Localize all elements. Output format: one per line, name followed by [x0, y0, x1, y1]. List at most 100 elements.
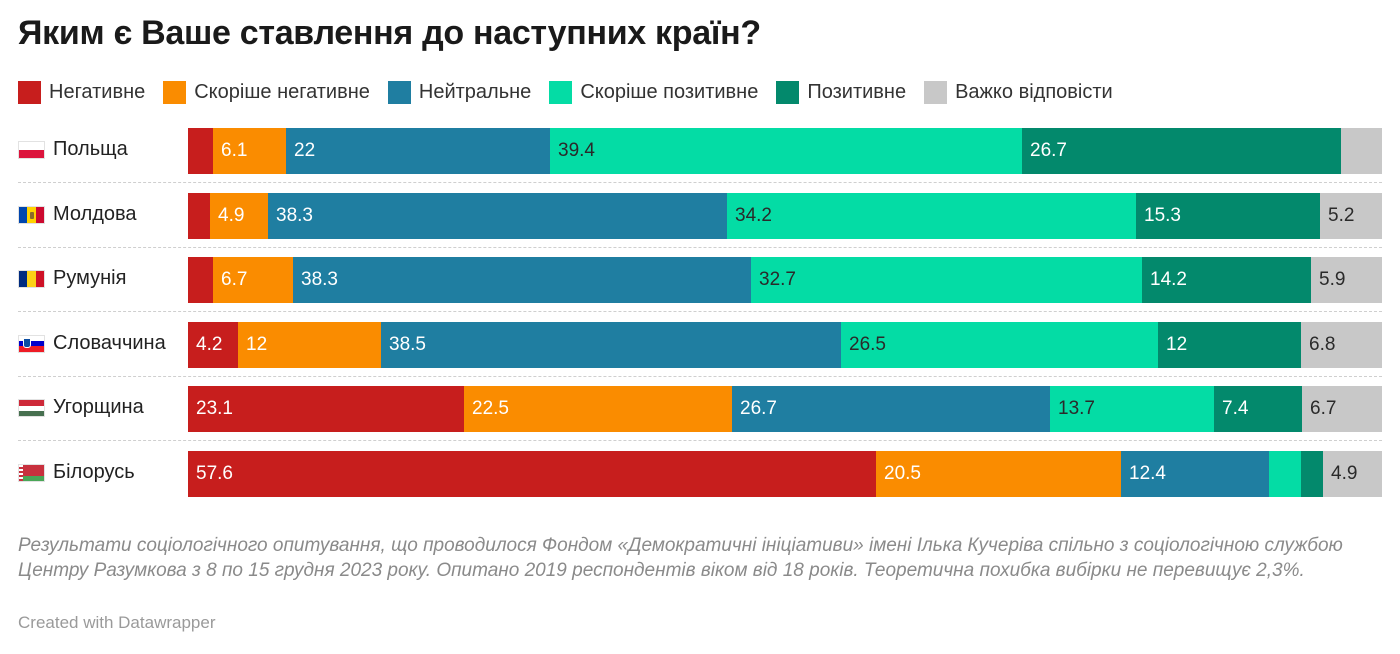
bar-segment[interactable]: 6.7 — [213, 257, 293, 304]
legend-item[interactable]: Скоріше негативне — [163, 80, 370, 104]
bar-row: Словаччина 4.2 12 38.5 26.5 12 6.8 — [18, 312, 1382, 377]
bar-segment[interactable]: 6.7 — [1302, 386, 1382, 433]
hungary-flag-icon — [18, 399, 45, 418]
bar-segment[interactable]: 14.2 — [1142, 257, 1311, 304]
country-label: Румунія — [53, 267, 127, 290]
data-label: 6.1 — [221, 140, 248, 161]
bar-segment[interactable]: 26.5 — [841, 321, 1158, 368]
legend-item[interactable]: Негативне — [18, 80, 146, 104]
bar-segment[interactable]: 7.4 — [1214, 386, 1302, 433]
chart-footnote: Результати соціологічного опитування, що… — [18, 535, 1343, 581]
data-label: 23.1 — [196, 398, 233, 420]
bar-segment[interactable]: 4.9 — [210, 192, 268, 239]
bar-segment[interactable]: 15.3 — [1136, 192, 1320, 239]
bar-segment[interactable]: 5.2 — [1320, 192, 1382, 239]
bar-segment[interactable] — [188, 128, 213, 174]
bar-segment[interactable]: 26.7 — [732, 386, 1050, 433]
row-divider — [18, 182, 1382, 183]
stacked-bar[interactable]: 57.6 20.5 12.4 4.9 — [188, 451, 1382, 497]
legend-label: Скоріше негативне — [194, 80, 370, 103]
data-label: 12 — [1166, 333, 1188, 355]
data-label: 7.4 — [1222, 398, 1249, 420]
legend-label: Негативне — [49, 80, 146, 103]
legend-label: Нейтральне — [418, 80, 532, 103]
legend-swatch — [776, 80, 800, 104]
legend-item[interactable]: Нейтральне — [387, 80, 532, 104]
poland-flag-icon — [18, 141, 45, 159]
stacked-bar[interactable]: 4.2 12 38.5 26.5 12 6.8 — [188, 321, 1382, 368]
bar-segment[interactable]: 57.6 — [188, 451, 876, 497]
bar-segment[interactable]: 26.7 — [1022, 128, 1341, 174]
bar-segment[interactable]: 34.2 — [727, 192, 1136, 239]
stacked-bar[interactable]: 6.1 22 39.4 26.7 — [188, 128, 1382, 174]
stacked-bar[interactable]: 6.7 38.3 32.7 14.2 5.9 — [188, 257, 1382, 304]
legend-label: Важко відповісти — [955, 80, 1113, 103]
bar-row: Румунія 6.7 38.3 32.7 14.2 5.9 — [18, 247, 1382, 313]
data-label: 26.7 — [1030, 140, 1067, 161]
legend-swatch — [924, 80, 948, 104]
bar-segment[interactable]: 38.5 — [381, 321, 841, 368]
bar-segment[interactable] — [188, 257, 213, 304]
data-label: 6.8 — [1309, 333, 1336, 355]
legend-label: Позитивне — [807, 80, 907, 103]
bar-segment[interactable] — [188, 192, 210, 239]
bar-segment[interactable] — [1269, 451, 1301, 497]
country-label: Білорусь — [53, 461, 135, 483]
bar-segment[interactable]: 12 — [1158, 321, 1301, 368]
data-label: 20.5 — [884, 463, 921, 484]
row-divider — [18, 440, 1382, 442]
row-divider — [18, 246, 1382, 248]
legend-item[interactable]: Позитивне — [776, 80, 907, 104]
legend: Негативне Скоріше негативне Нейтральне Скор… — [18, 79, 1131, 105]
bar-row: Угорщина 23.1 22.5 26.7 13.7 7.4 6.7 — [18, 376, 1382, 442]
stacked-bar[interactable]: 23.1 22.5 26.7 13.7 7.4 6.7 — [188, 386, 1382, 433]
data-label: 26.7 — [740, 398, 777, 420]
chart-title: Яким є Ваше ставлення до наступних країн… — [18, 14, 761, 52]
bar-segment[interactable]: 38.3 — [268, 192, 727, 239]
bar-segment[interactable]: 20.5 — [876, 451, 1121, 497]
country-label: Словаччина — [53, 331, 166, 354]
data-label: 5.9 — [1319, 269, 1346, 291]
bar-segment[interactable] — [1341, 128, 1382, 174]
bar-segment[interactable]: 38.3 — [293, 257, 751, 304]
bar-segment[interactable]: 22.5 — [464, 386, 732, 433]
country-label: Угорщина — [53, 396, 144, 419]
bar-segment[interactable]: 5.9 — [1311, 257, 1382, 304]
country-label: Польща — [53, 138, 128, 160]
data-label: 32.7 — [759, 269, 796, 291]
data-label: 4.9 — [218, 204, 245, 226]
data-label: 57.6 — [196, 463, 233, 484]
data-label: 12.4 — [1129, 463, 1166, 484]
data-label: 26.5 — [849, 333, 886, 355]
stacked-bar[interactable]: 4.9 38.3 34.2 15.3 5.2 — [188, 192, 1382, 239]
bar-segment[interactable]: 4.2 — [188, 321, 238, 368]
legend-swatch — [163, 80, 187, 104]
data-label: 12 — [246, 333, 268, 355]
legend-swatch — [387, 80, 411, 104]
datawrapper-credit[interactable]: Created with Datawrapper — [18, 613, 216, 632]
data-label: 38.5 — [389, 333, 426, 355]
bar-segment[interactable] — [1301, 451, 1323, 497]
bar-segment[interactable]: 22 — [286, 128, 550, 174]
bar-segment[interactable]: 4.9 — [1323, 451, 1382, 497]
bar-segment[interactable]: 12 — [238, 321, 381, 368]
bar-segment[interactable]: 39.4 — [550, 128, 1022, 174]
country-label: Молдова — [53, 202, 137, 225]
bar-segment[interactable]: 13.7 — [1050, 386, 1214, 433]
bar-segment[interactable]: 12.4 — [1121, 451, 1269, 497]
romania-flag-icon — [18, 270, 45, 289]
bar-segment[interactable]: 32.7 — [751, 257, 1142, 304]
data-label: 14.2 — [1150, 269, 1187, 291]
legend-item[interactable]: Важко відповісти — [924, 80, 1113, 104]
legend-item[interactable]: Скоріше позитивне — [549, 80, 758, 104]
data-label: 6.7 — [1310, 398, 1337, 420]
bar-segment[interactable]: 23.1 — [188, 386, 464, 433]
bar-segment[interactable]: 6.1 — [213, 128, 286, 174]
belarus-flag-icon — [18, 464, 45, 482]
bar-segment[interactable]: 6.8 — [1301, 321, 1382, 368]
bar-row: Польща 6.1 22 39.4 26.7 — [18, 118, 1382, 183]
bar-row: Молдова 4.9 38.3 34.2 15.3 5.2 — [18, 183, 1382, 248]
data-label: 38.3 — [276, 204, 313, 226]
data-label: 5.2 — [1328, 204, 1355, 226]
data-label: 22.5 — [472, 398, 509, 420]
